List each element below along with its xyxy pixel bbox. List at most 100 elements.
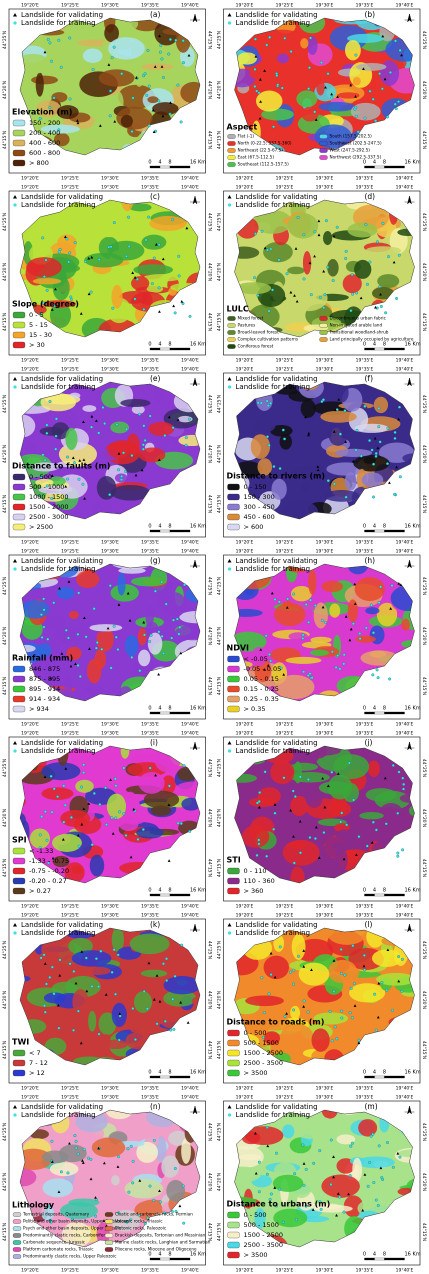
training-point [353,107,357,111]
training-point [260,229,264,233]
legend-label: > 0.35 [244,705,266,713]
validating-point [269,951,273,955]
validating-point [357,1041,361,1045]
training-point [401,848,405,852]
training-point [66,1171,70,1175]
training-point [112,948,116,952]
training-point [112,624,116,628]
training-point [50,59,53,63]
training-point [322,306,326,310]
training-point [379,585,383,589]
legend-label: East (67.5-112.5) [238,155,275,160]
legend-training-symbol [227,1113,232,1117]
training-point [308,66,311,70]
training-point [293,795,297,799]
lon-label: 19°25'E [61,1268,79,1274]
scale-label: 16 Km [405,706,421,712]
scale-bar [159,347,171,351]
training-point [334,666,338,669]
legend-swatch [12,129,26,137]
validating-point [154,243,158,246]
lat-label: 44°15'N [2,1223,8,1241]
validating-point [131,271,135,274]
training-point [177,274,181,278]
legend-label: 875 - 895 [29,675,60,683]
map-zone [290,762,319,771]
scale-label: 8 [383,1252,386,1258]
map-zone [31,75,59,85]
validating-point [176,418,180,421]
map [20,382,200,519]
map-zone [41,300,77,308]
lon-label: 19°20'E [21,176,39,182]
legend-label: 914 - 934 [29,695,60,703]
training-point [266,435,269,439]
lon-label: 19°20'E [236,3,254,9]
training-point [329,1138,333,1142]
map-zone [245,995,284,1007]
training-point [368,260,372,264]
lon-label: 19°25'E [61,185,79,191]
training-point [153,589,157,593]
lon-label: 19°25'E [61,176,79,182]
lat-label: 44°25'N [217,577,223,595]
training-point [69,815,73,819]
validating-point [376,446,380,450]
training-point [48,41,52,45]
lat-label: 44°25'N [217,759,223,777]
map-zone [352,77,361,86]
validating-point [289,808,292,812]
lat-label: 44°25'N [207,31,213,49]
map-zone [299,748,319,765]
map-zone [301,480,311,493]
lon-label: 19°20'E [236,358,254,364]
training-point [269,1192,273,1196]
lon-label: 19°25'E [276,176,294,182]
legend-validating-symbol [13,1105,17,1109]
map-zone [71,950,112,967]
training-point [265,43,269,47]
lat-label: 44°25'N [421,941,427,959]
legend-swatch [227,134,236,139]
scale-label: 4 [158,888,161,894]
training-point [319,1207,323,1211]
map-zone [291,934,306,960]
legend-label: 500 - 1000 [29,483,64,491]
legend-validating-symbol [227,195,232,199]
panel: 19°20'E19°20'E19°25'E19°25'E19°30'E19°30… [217,913,428,1092]
lon-label: 19°20'E [21,358,39,364]
training-point [117,468,120,472]
validating-point [180,300,184,303]
training-point [386,462,389,466]
lon-label: 19°40'E [396,1095,414,1101]
map-zone [38,485,73,495]
training-point [364,626,368,630]
training-point [108,493,112,497]
map-zone [134,65,145,87]
map-zone [266,29,299,42]
scale-bar [374,165,385,169]
training-point [377,1144,381,1148]
validating-point [351,459,355,463]
map-zone [234,815,248,833]
validating-point [362,964,366,968]
legend-label: > 3500 [244,1069,268,1077]
training-point [131,96,135,100]
validating-point [113,120,117,123]
training-point [257,91,261,95]
training-point [384,822,388,826]
training-point [57,250,61,254]
map-zone [340,253,355,262]
map-zone [263,241,293,263]
training-point [326,265,330,269]
lon-label: 19°30'E [316,731,334,737]
validating-point [129,855,133,859]
training-point [340,811,344,815]
training-point [329,1183,333,1186]
legend-label: -0.75 - -0.20 [29,867,69,875]
legend-title: Lithology [12,1201,55,1210]
legend-label: 500 - 1500 [244,1221,279,1229]
scale-label: 8 [383,524,386,530]
validating-point [310,968,313,971]
map-zone [108,37,145,60]
